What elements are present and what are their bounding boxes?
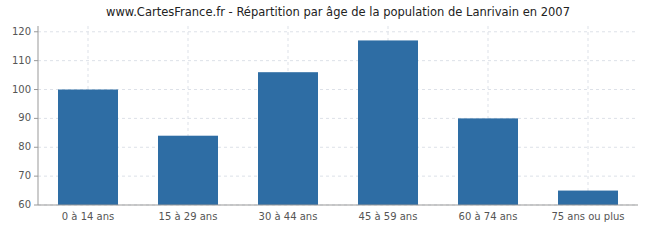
x-tick-label: 45 à 59 ans xyxy=(359,211,418,222)
y-grid-line xyxy=(38,176,638,177)
y-tick xyxy=(34,205,38,206)
y-tick xyxy=(34,89,38,90)
y-axis-line xyxy=(38,26,39,205)
axes: 60 70 80 90 100 110 120 0 à 14 ans 15 à 29 ans 30… xyxy=(12,26,638,222)
bar xyxy=(258,72,318,205)
y-tick xyxy=(34,147,38,148)
title: www.CartesFrance.fr - Répartition par âg… xyxy=(106,5,570,19)
bar xyxy=(358,40,418,205)
chart-container: 60 70 80 90 100 110 120 0 à 14 ans 15 à 29 ans 30… xyxy=(0,0,650,229)
y-tick xyxy=(34,176,38,177)
y-grid-line xyxy=(38,205,638,206)
x-axis-line xyxy=(38,205,638,206)
y-tick-label: 120 xyxy=(12,26,31,37)
bar xyxy=(458,118,518,205)
x-tick-label: 75 ans ou plus xyxy=(551,211,624,222)
y-grid-line xyxy=(38,31,638,32)
y-grid-line xyxy=(38,60,638,61)
y-tick xyxy=(34,118,38,119)
y-tick-label: 80 xyxy=(18,141,31,152)
y-tick xyxy=(34,60,38,61)
y-tick-label: 110 xyxy=(12,55,31,66)
chart: 60 70 80 90 100 110 120 0 à 14 ans 15 à 29 ans 30… xyxy=(0,0,650,229)
x-tick-label: 15 à 29 ans xyxy=(159,211,218,222)
y-tick-label: 70 xyxy=(18,170,31,181)
x-tick-label: 60 à 74 ans xyxy=(459,211,518,222)
x-grid-line xyxy=(588,26,589,205)
bar xyxy=(158,136,218,205)
bar xyxy=(58,90,118,205)
y-grid-line xyxy=(38,118,638,119)
x-tick-label: 0 à 14 ans xyxy=(62,211,114,222)
y-grid-line xyxy=(38,89,638,90)
y-tick-label: 60 xyxy=(18,199,31,210)
y-tick xyxy=(34,31,38,32)
y-grid-line xyxy=(38,147,638,148)
grid xyxy=(38,26,638,205)
x-tick-label: 30 à 44 ans xyxy=(259,211,318,222)
bars xyxy=(58,40,618,205)
y-tick-label: 90 xyxy=(18,112,31,123)
y-tick-label: 100 xyxy=(12,84,31,95)
bar xyxy=(558,191,618,205)
